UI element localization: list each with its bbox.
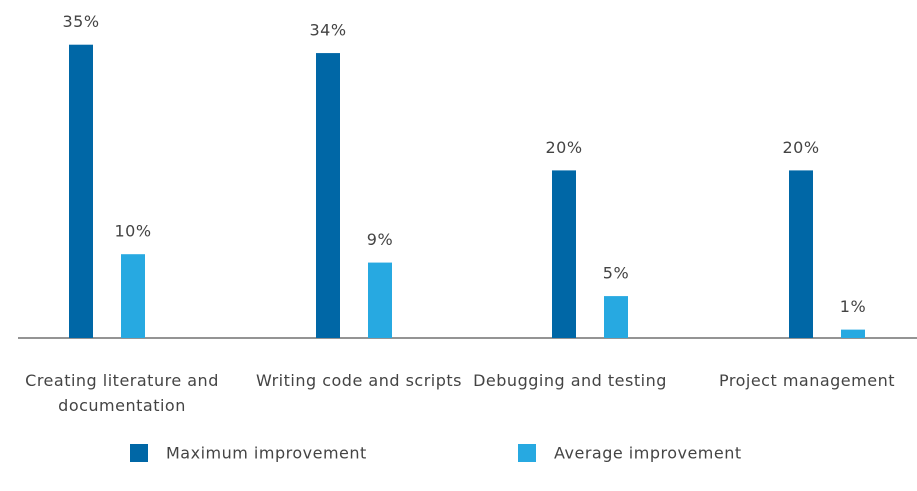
value-label: 9% — [367, 230, 393, 249]
bar — [604, 296, 628, 338]
bar — [789, 170, 813, 338]
value-label: 10% — [114, 222, 151, 241]
legend-swatch — [130, 444, 148, 462]
category-label: Debugging and testing — [473, 371, 667, 390]
bar — [552, 170, 576, 338]
value-label: 34% — [309, 21, 346, 40]
value-label: 20% — [545, 138, 582, 157]
bar — [121, 254, 145, 338]
value-label: 20% — [782, 138, 819, 157]
value-label: 5% — [603, 264, 629, 283]
value-label: 35% — [62, 12, 99, 31]
legend-label: Maximum improvement — [166, 444, 367, 463]
category-label: Writing code and scripts — [255, 371, 462, 390]
bar — [69, 44, 93, 338]
legend-swatch — [518, 444, 536, 462]
bar — [841, 329, 865, 338]
legend-label: Average improvement — [554, 444, 742, 463]
category-label: Project management — [718, 371, 895, 390]
category-label: Creating literature and documentation — [25, 371, 219, 415]
bar — [316, 53, 340, 339]
bar — [368, 262, 392, 338]
value-label: 1% — [840, 297, 866, 316]
